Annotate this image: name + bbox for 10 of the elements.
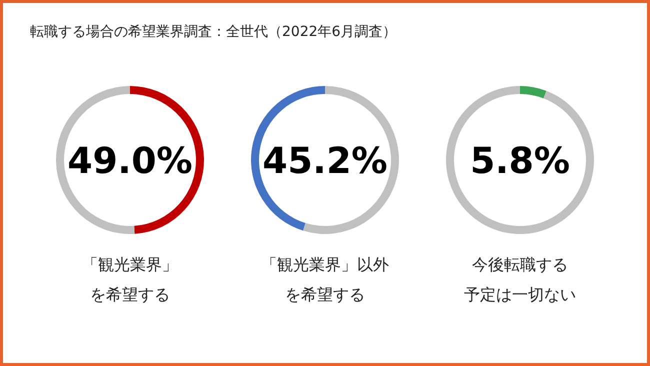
- text: 「観光業界」: [82, 255, 178, 274]
- text: 「観光業界」以外: [261, 255, 389, 274]
- text: を希望する: [90, 285, 170, 304]
- chart-title: 転職する場合の希望業界調査：全世代（2022年6月調査）: [30, 24, 397, 40]
- text: 予定は一切ない: [464, 285, 576, 304]
- text: 今後転職する: [472, 255, 568, 274]
- text: 5.8%: [470, 141, 570, 182]
- text: 49.0%: [68, 141, 192, 182]
- text: を希望する: [285, 285, 365, 304]
- text: 45.2%: [262, 141, 388, 182]
